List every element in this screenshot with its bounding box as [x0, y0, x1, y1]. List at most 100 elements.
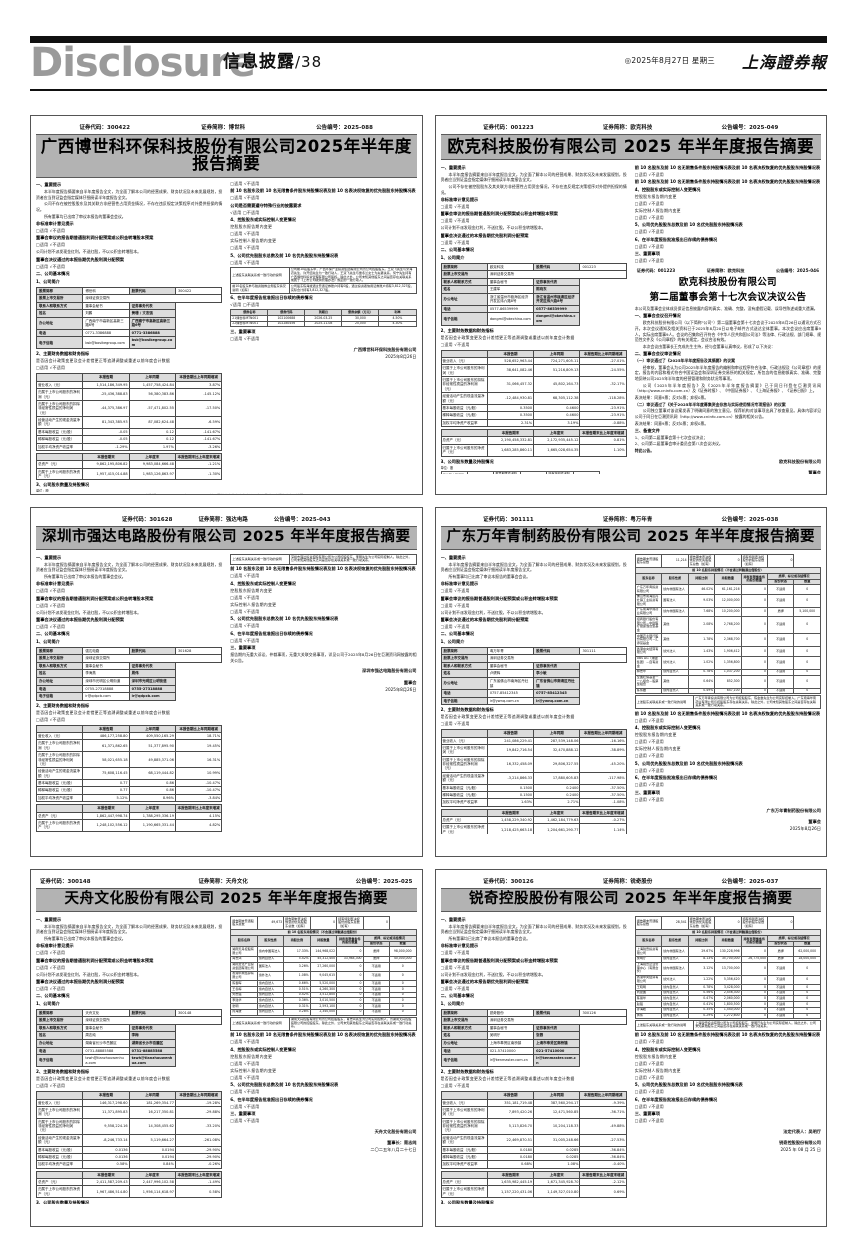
fin-metric: 营业收入（元）	[440, 1098, 488, 1107]
article-column-left: 一、重要提示 本半年度报告摘要来自半年度报告全文，为全面了解本公司的经营成果、财…	[440, 915, 631, 1204]
info-value: 深圳证券交易所	[486, 1016, 627, 1025]
masthead-section-cn: 信息披露	[223, 52, 295, 72]
shareholder-value: 0	[793, 584, 821, 595]
bond-value: 20,000	[341, 320, 380, 328]
fin-row: 经营活动产生的现金流量净额（元） -12,484,930.81 68,305,112…	[440, 392, 627, 405]
shareholder-name: 香港中央结算有限公司	[634, 646, 663, 657]
info-key: 电子信箱	[36, 336, 84, 350]
info-key: 证券事务代表	[533, 1023, 581, 1033]
fin-value: 1,248,102,556.12	[82, 818, 130, 832]
fin-value: -29.88%	[174, 1105, 223, 1119]
fin-row: 基本每股收益（元/股） 0.0180 0.0285 -36.84%	[440, 1145, 627, 1154]
info-key: 证券事务代表	[533, 661, 581, 671]
fin-column-header	[440, 349, 488, 358]
fin-value: 22,469,870.51	[486, 1133, 535, 1147]
section-heading: 一、重要提示	[36, 182, 62, 188]
notice-number: 公告编号：2025-049	[721, 125, 779, 131]
info-key: 上海市奉贤区南桥镇	[533, 1039, 581, 1048]
shareholder-value: 0	[740, 674, 769, 689]
info-value: 粤万年青	[486, 646, 535, 656]
fin-value: 3.87%	[174, 380, 223, 390]
checkbox-line: □适用 √不适用	[230, 1089, 260, 1095]
fin-value: 0.69%	[579, 1185, 627, 1199]
checkbox-line: □适用 √不适用	[634, 258, 664, 264]
info-key: 陈晓东	[533, 285, 581, 294]
article-codeline: 证券代码：301628 证券简称：强达电路 公告编号：2025-043	[36, 513, 417, 526]
fin-column-header: 上年度末	[128, 804, 176, 813]
fin-row: 归属于上市公司股东的净利润（元） -25,436,388.83 56,380,383…	[36, 388, 223, 401]
info-key: 广东省佛山市南海区丹灶镇	[533, 677, 581, 691]
fin-value: 1,683,285,860.11	[486, 443, 535, 457]
fin-value: 724,271,605.11	[533, 356, 581, 366]
fin-column-header	[36, 1170, 84, 1180]
table-row: 上述股东关联关系或一致行动的说明 湖南天舟控股有限公司为公司控股股东，肖志鸿先生…	[230, 1016, 417, 1031]
fin-value: 0.86	[128, 779, 176, 788]
fin-column-header	[36, 452, 84, 462]
info-value: 博世科	[82, 286, 130, 296]
paragraph: 本半年度报告摘要来自半年度报告全文，为全面了解本公司的经营成果、财务状况及未来发…	[36, 189, 223, 200]
info-key: 联系人和联系方式	[36, 301, 84, 311]
section-heading: 一、重要提示	[440, 164, 466, 170]
fin2-row: 总资产（元） 2,411,587,209.43 2,447,996,102.58 -1…	[36, 1178, 223, 1187]
fin-metric: 经营活动产生的现金流量净额（元）	[440, 771, 488, 785]
subsection-heading: 3、公司股东数量及持股情况	[36, 1200, 90, 1205]
shareholder-value: 0	[388, 970, 417, 982]
fin-head-4: 本报告期 上年同期 本报告期比上年同期增减	[36, 1091, 223, 1100]
announcement-end: 特此公告。	[634, 448, 655, 454]
fin-value: 0.0194	[128, 1152, 176, 1162]
shareholder-relation-table: 上述股东关联关系或一致行动的说明 公司前10名股东中，广西环保产业投资集团有限公…	[230, 266, 417, 294]
fin-value: 1,671,345,928.70	[533, 1178, 581, 1187]
info-key: 股票简称	[440, 262, 488, 272]
profit-plan-heading: 董事会审议的报告期普通股利润分配预案或公积金转增股本预案	[440, 595, 558, 601]
shareholder-column-header: 持股数量	[714, 935, 742, 948]
info-key: 021-57410000	[533, 1046, 581, 1056]
info-row: 股票上市交易所 深圳证券交易所	[440, 1016, 627, 1025]
fin-row: 稀释每股收益（元/股） 0.77 0.86 -10.47%	[36, 786, 223, 795]
fin-column-header	[440, 729, 488, 738]
fin-metric: 总资产（元）	[36, 1178, 84, 1187]
fin-column-header: 本报告期比上年同期增减	[174, 1091, 223, 1100]
fin-head-5: 本报告期 上年同期 本报告期比上年同期增减	[440, 1091, 627, 1100]
checkbox-line: □适用 √不适用	[440, 341, 470, 347]
profit-plan-heading: 董事会审议的报告期普通股利润分配预案或公积金转增股本预案	[36, 595, 154, 601]
section-heading: 三、重要事项	[230, 328, 256, 334]
checkbox-line: □适用 √不适用	[230, 231, 260, 237]
fin-value: 1,957,415,014.88	[82, 467, 130, 481]
shareholder-row: 周海波 境内自然人 0.28% 2,340,000 0 不适用 0	[230, 1008, 417, 1016]
article-footer-note: 特别提示：公司于2025年8月26日召开第五届董事会第十六次会议，审议通过了本报…	[36, 494, 417, 495]
fin-header-row: 本报告期 上年同期 本报告期比上年同期增减	[440, 1091, 627, 1100]
fin-column-header	[440, 1170, 488, 1180]
info-row: 电子信箱 tzwh@tianzhouwenhua.com tzwh@tianzhou…	[36, 1054, 222, 1068]
resolution-item: （二）审议通过了《关于2025年半年度募集资金存放与实际使用情况专项报告》的议案	[634, 401, 786, 407]
article-codeline: 证券代码：301111 证券简称：粤万年青 公告编号：2025-038	[441, 513, 822, 526]
fin-metric: 稀释每股收益（元/股）	[440, 1152, 488, 1162]
shareholder-value: 0	[740, 593, 769, 608]
paragraph: 所有董事均已出席了审议本报告的董事会会议。	[448, 574, 531, 580]
checkbox-line: □适用 √不适用	[230, 180, 260, 186]
shareholder-value: 2,368,700	[714, 633, 742, 648]
paragraph: 本半年度报告摘要来自半年度报告全文，为全面了解本公司的经营成果、财务状况及未来发…	[440, 923, 627, 935]
fin-value: 1,514,186,349.95	[82, 380, 130, 390]
fin-value: 9,862,195,806.82	[82, 460, 130, 469]
info-row: 电子信箱 bsk@bosikegroup.com bsk@bosikegroup.c…	[36, 336, 222, 350]
paragraph: 公司计划不派发现金红利，不送红股，不以公积金转增股本。	[440, 225, 546, 231]
shareholder-value: 0	[793, 687, 821, 695]
info-value: ir@ywnq.com.cn	[486, 696, 535, 706]
shareholder-value: 境外法人	[256, 970, 285, 982]
section-heading: 二、公司基本情况	[440, 993, 475, 999]
fin-value: 0.12	[128, 435, 176, 444]
fin-metric: 归属于上市公司股东的净利润（元）	[440, 1105, 488, 1119]
fin-metric: 归属于上市公司股东的净资产（元）	[440, 823, 488, 835]
shareholder-value: 1.02%	[687, 655, 716, 670]
preferred-plan-heading: 董事会决议通过的本报告期优先股利润分配预案	[440, 978, 529, 984]
info-row: 办公地址 上海市奉贤区南桥镇 上海市奉贤区南桥镇	[440, 1039, 626, 1048]
fin2-row: 归属于上市公司股东的净资产（元） 1,248,102,556.12 1,190,66…	[36, 818, 223, 832]
profit-plan-heading: 董事会审议的报告期普通股利润分配预案或公积金转增股本预案	[440, 957, 558, 963]
fin2-row: 归属于上市公司股东的净资产（元） 1,967,486,514.80 1,956,11…	[36, 1185, 223, 1199]
info-key: 电话	[440, 689, 488, 698]
info-row: 股票简称 天舟文化 股票代码 300148	[36, 1008, 223, 1018]
security-code: 证券代码：301628	[121, 517, 173, 523]
info-key: 股票上市交易所	[36, 654, 84, 663]
relation-label: 上述股东关联关系或一致行动的说明	[634, 695, 695, 710]
info-key: 办公地址	[36, 316, 84, 330]
